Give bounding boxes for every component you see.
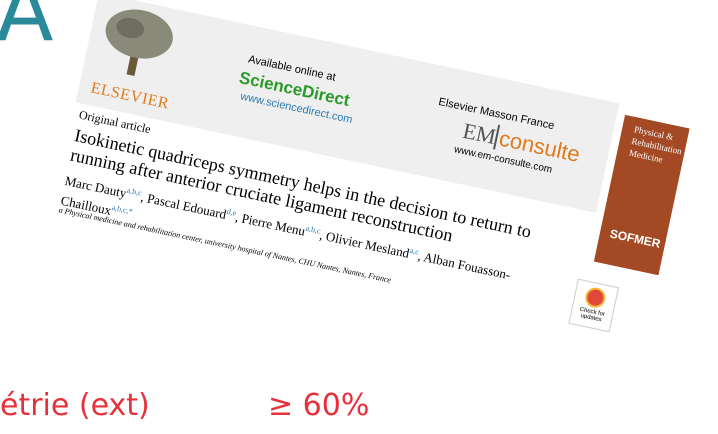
author-affiliations: a,b,c bbox=[126, 186, 143, 198]
em: EM bbox=[461, 118, 498, 149]
check-text: Check for updates bbox=[579, 307, 605, 324]
author-name: Pierre Menu bbox=[240, 211, 306, 239]
author-affiliations: d,e bbox=[226, 207, 237, 218]
slide-letter: A bbox=[0, 0, 53, 60]
elsevier-logo: ELSEVIER bbox=[85, 0, 194, 117]
check-icon bbox=[584, 286, 608, 310]
author-affiliations: a,b,c bbox=[305, 224, 322, 236]
check-updates[interactable]: Check for updates bbox=[568, 279, 619, 333]
paper-image: ELSEVIER Available online at ScienceDire… bbox=[41, 0, 699, 357]
author-affiliations: a,b,c,* bbox=[111, 203, 134, 216]
journal-name: Physical & Rehabilitation Medicine bbox=[628, 123, 684, 169]
sofmer: SOFMER bbox=[609, 226, 662, 250]
tree-icon bbox=[91, 0, 184, 85]
publisher: ELSEVIER bbox=[89, 79, 171, 113]
caption: étrie (ext) bbox=[0, 388, 150, 423]
threshold: ≥ 60% bbox=[268, 388, 369, 423]
slide: A ELSEVIER Available online at ScienceDi… bbox=[0, 0, 718, 434]
author-affiliations: a,c bbox=[409, 246, 420, 257]
